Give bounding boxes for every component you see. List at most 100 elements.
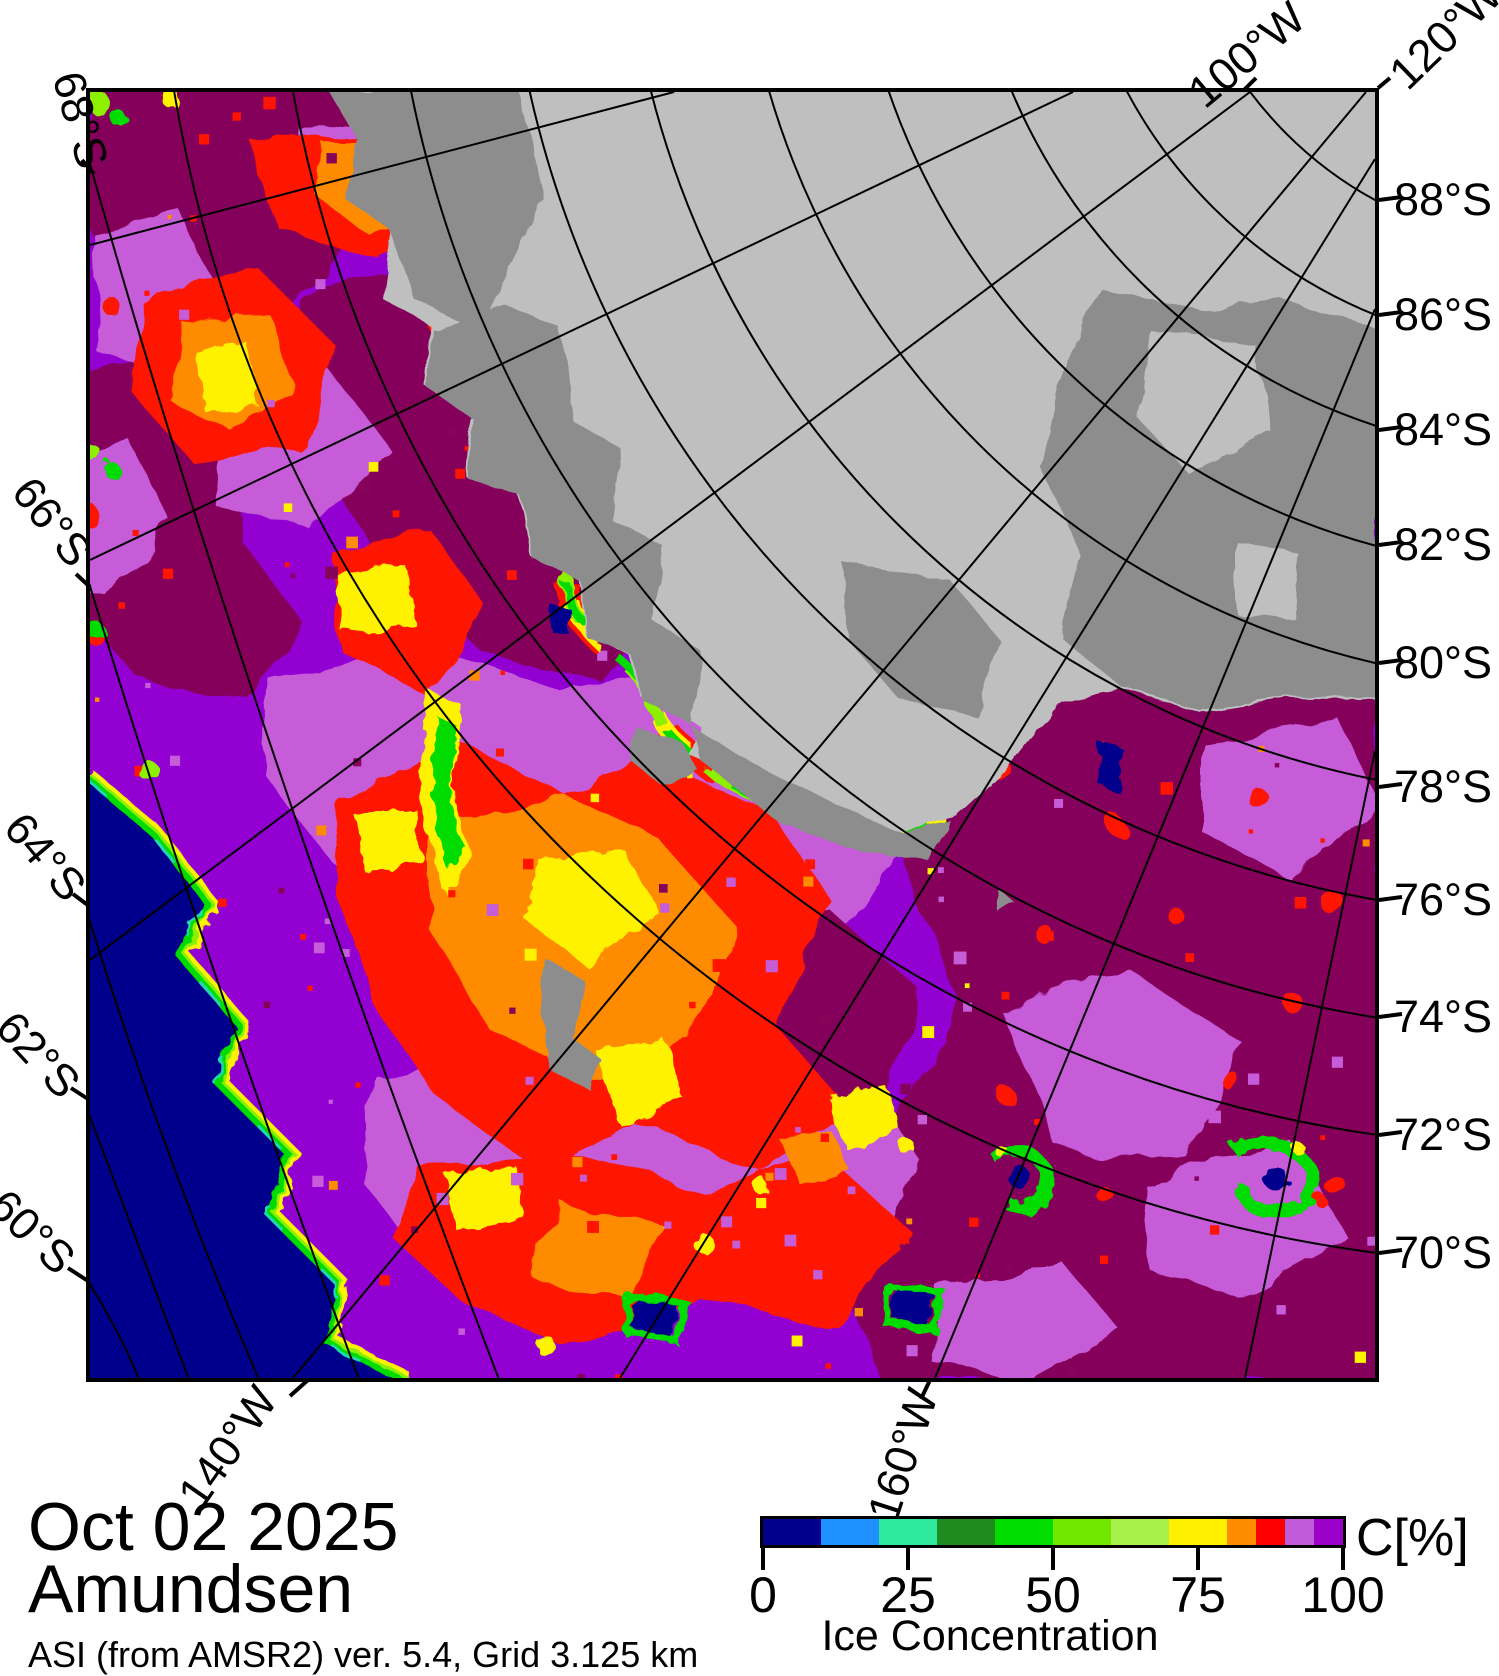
map-date: Oct 02 2025 <box>28 1489 399 1565</box>
ice-speckle <box>525 1076 534 1085</box>
ice-speckle <box>825 1363 832 1369</box>
ice-speckle <box>1362 839 1370 847</box>
lon-label: 120°W <box>1379 0 1499 100</box>
map-region: Amundsen <box>28 1551 354 1627</box>
colorbar-segment <box>1111 1519 1169 1545</box>
colorbar-segment <box>937 1519 995 1545</box>
colorbar-segment <box>1314 1519 1343 1545</box>
ice-speckle <box>1194 1176 1199 1181</box>
ice-speckle <box>325 566 338 579</box>
ice-speckle <box>268 153 277 162</box>
colorbar-tick <box>1051 1548 1055 1570</box>
ice-speckle <box>687 772 693 779</box>
ice-speckle <box>906 1345 918 1357</box>
ice-speckle <box>263 1001 271 1009</box>
ice-speckle <box>368 462 379 472</box>
ice-speckle <box>145 307 151 313</box>
colorbar-tick <box>1196 1548 1200 1570</box>
ice-speckle <box>145 682 151 689</box>
ice-speckle <box>1274 762 1280 768</box>
ice-speckle <box>658 883 668 893</box>
ice-speckle <box>411 1226 418 1234</box>
ice-speckle <box>927 868 934 875</box>
ice-speckle <box>969 1217 979 1227</box>
ice-speckle <box>132 529 139 536</box>
ice-speckle <box>283 503 293 512</box>
ice-speckle <box>341 948 350 957</box>
colorbar-tick <box>761 1548 765 1570</box>
ice-speckle <box>1067 1367 1078 1377</box>
ice-speckle <box>379 1275 390 1286</box>
ice-speckle <box>756 1197 767 1209</box>
ice-speckle <box>1185 953 1195 963</box>
ice-speckle <box>509 1007 516 1014</box>
colorbar-tick <box>1341 1548 1345 1570</box>
ice-speckle <box>1054 798 1064 808</box>
colorbar-tick-labels: 0 25 50 75 100 <box>749 1566 1385 1623</box>
ice-speckle <box>774 1168 787 1180</box>
ice-speckle <box>847 1186 856 1195</box>
ice-speckle <box>758 1148 772 1162</box>
ice-speckle <box>448 426 457 436</box>
ice-speckle <box>313 942 325 954</box>
ice-speckle <box>328 1099 333 1104</box>
lat-label: 80°S <box>1393 637 1493 688</box>
colorbar-tick <box>906 1548 910 1570</box>
ice-speckle <box>795 1127 801 1133</box>
ice-speckle <box>218 898 227 907</box>
lat-label: 86°S <box>1393 289 1493 340</box>
ice-speckle <box>1247 1073 1260 1085</box>
colorbar-ticks <box>761 1548 1345 1570</box>
ice-speckle <box>167 214 172 219</box>
colorbar-segment <box>1053 1519 1111 1545</box>
ice-speckle <box>284 562 290 568</box>
ice-concentration-colorbar <box>760 1516 1346 1548</box>
ice-speckle <box>324 918 331 925</box>
ice-speckle <box>1004 1265 1013 1274</box>
lat-label: 82°S <box>1393 519 1493 570</box>
ice-speckle <box>803 876 814 887</box>
ice-speckle <box>784 1234 797 1247</box>
ice-speckle <box>721 1216 733 1228</box>
ice-speckle <box>458 1328 465 1335</box>
ice-speckle <box>597 650 608 661</box>
ice-speckle <box>506 570 517 580</box>
antarctica-land <box>331 92 1375 1092</box>
colorbar-axis-label: Ice Concentration <box>821 1612 1159 1660</box>
ice-speckle <box>953 951 967 965</box>
ice-speckle <box>1354 1351 1367 1363</box>
ice-speckle <box>346 536 358 549</box>
ice-speckle <box>307 985 313 991</box>
colorbar-segment <box>1227 1519 1256 1545</box>
sea-ice-concentration-map <box>90 92 1375 1378</box>
ice-speckle <box>963 1002 972 1012</box>
colorbar-segment <box>763 1519 821 1545</box>
ice-speckle <box>1320 1135 1326 1141</box>
colorbar-segment <box>821 1519 879 1545</box>
ice-speckle <box>938 896 945 903</box>
ice-speckle <box>964 983 970 989</box>
ice-speckle <box>448 890 456 898</box>
ice-speckle <box>580 1174 587 1182</box>
map-source-line: ASI (from AMSR2) ver. 5.4, Grid 3.125 km <box>28 1634 699 1675</box>
lat-label: 70°S <box>1393 1227 1493 1278</box>
ice-speckle <box>1208 1110 1221 1124</box>
lat-label: 76°S <box>1393 874 1493 925</box>
map-frame <box>86 88 1379 1382</box>
ice-speckle <box>820 1133 830 1143</box>
ice-speckle <box>316 825 327 836</box>
ice-speckle <box>1034 1119 1040 1125</box>
ice-speckle <box>326 153 337 164</box>
colorbar-tick-label: 50 <box>1025 1567 1081 1623</box>
ice-speckle <box>1044 931 1054 941</box>
colorbar-segment <box>1256 1519 1285 1545</box>
lat-label: 62°S <box>0 1001 91 1108</box>
colorbar-tick-label: 0 <box>749 1567 777 1623</box>
ice-speckle <box>353 758 362 767</box>
ice-speckle <box>906 1218 913 1225</box>
ice-speckle <box>118 602 125 609</box>
ice-speckle <box>328 1180 338 1190</box>
ice-speckle <box>820 1013 832 1025</box>
lat-label: 88°S <box>1393 174 1493 225</box>
colorbar-segment <box>995 1519 1053 1545</box>
